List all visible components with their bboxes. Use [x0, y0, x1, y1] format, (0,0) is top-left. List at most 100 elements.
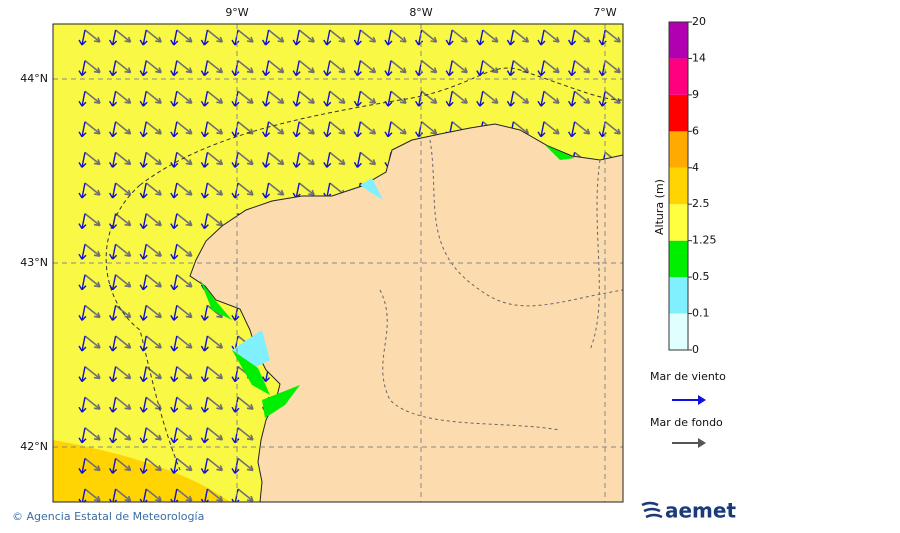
wind-arrow: [139, 397, 148, 413]
swell-arrow: [206, 90, 224, 104]
wind-arrow: [78, 244, 87, 260]
wind-arrow: [78, 121, 87, 138]
swell-arrow: [176, 274, 193, 288]
swell-arrow: [206, 335, 224, 349]
wind-arrow: [384, 60, 393, 77]
swell-arrow: [176, 212, 193, 227]
wind-arrow: [78, 60, 87, 77]
colorbar-frame: [668, 21, 689, 351]
swell-arrow: [206, 365, 224, 380]
swell-arrow: [451, 59, 468, 74]
swell-arrow: [237, 488, 254, 502]
lon-label: 9°W: [225, 6, 248, 19]
swell-arrow: [359, 151, 377, 166]
wind-arrow: [170, 427, 179, 444]
swell-arrow: [115, 304, 132, 319]
swell-arrow: [604, 90, 621, 104]
swell-arrow: [604, 59, 621, 74]
swell-arrow: [115, 335, 132, 349]
swell-arrow: [145, 212, 162, 227]
wind-arrow: [476, 29, 485, 46]
wind-arrow: [537, 91, 546, 107]
lat-label: 44°N: [20, 72, 48, 85]
swell-arrow: [145, 29, 162, 43]
colorbar-label: 4: [692, 161, 699, 174]
swell-arrow: [176, 59, 193, 74]
wind-arrow: [200, 366, 209, 383]
swell-arrow: [115, 29, 132, 43]
wind-arrow: [170, 91, 179, 107]
wind-arrow: [506, 91, 515, 107]
wind-arrow: [170, 244, 179, 260]
swell-arrow: [237, 427, 254, 441]
lat-label: 42°N: [20, 440, 48, 453]
swell-arrow: [543, 29, 560, 43]
wind-arrow: [78, 305, 87, 321]
swell-arrow: [176, 335, 193, 349]
swell-arrow: [176, 427, 193, 441]
wind-arrow: [139, 366, 148, 383]
wind-arrow: [139, 305, 148, 321]
wind-arrow: [170, 60, 179, 77]
swell-arrow: [115, 365, 132, 380]
swell-arrow: [145, 59, 162, 74]
wind-arrow: [384, 121, 393, 138]
wind-arrow: [323, 152, 332, 168]
wind-arrow: [200, 305, 209, 321]
axis-labels: 9°W 8°W 7°W 44°N 43°N 42°N: [20, 6, 617, 453]
credit: © Agencia Estatal de Meteorología: [12, 510, 204, 523]
swell-arrow: [237, 396, 254, 410]
swell-arrow: [84, 90, 101, 104]
wind-arrow: [108, 91, 118, 107]
swell-arrow: [390, 121, 407, 135]
swell-arrow: [206, 59, 224, 74]
swell-arrow: [329, 90, 346, 104]
wind-arrow: [384, 29, 393, 46]
swell-arrow: [84, 457, 101, 472]
swell-arrow: [84, 182, 101, 196]
swell-arrow: [421, 59, 438, 74]
swell-arrow: [145, 335, 162, 349]
swell-arrow: [145, 151, 162, 166]
swell-arrow: [84, 396, 101, 410]
swell-arrow: [451, 90, 468, 104]
wind-arrow: [139, 458, 148, 474]
wind-arrow: [353, 91, 362, 107]
wind-arrow: [292, 121, 301, 138]
swell-arrow: [84, 243, 101, 257]
swell-arrow: [421, 29, 438, 43]
swell-arrow: [574, 121, 591, 135]
colorbar-band: [669, 277, 688, 314]
wind-arrow: [353, 29, 362, 46]
swell-arrow: [390, 29, 407, 43]
wind-arrow: [200, 458, 209, 474]
wind-arrow: [108, 427, 118, 444]
swell-arrow: [115, 121, 132, 135]
wind-arrow: [323, 91, 332, 107]
wind-arrow: [108, 305, 118, 321]
legend-arrow-head: [698, 438, 706, 448]
colorbar-label: 14: [692, 51, 706, 64]
swell-arrow: [206, 212, 224, 227]
wind-arrow: [78, 152, 87, 168]
swell-arrow: [574, 29, 591, 43]
swell-arrow: [176, 182, 193, 196]
wind-arrow: [170, 335, 179, 352]
colorbar-band: [669, 204, 688, 241]
wind-arrow: [261, 152, 271, 168]
wind-arrow: [445, 29, 454, 46]
shallow-patch: [360, 178, 383, 200]
swell-arrow: [543, 59, 560, 74]
swell-arrow: [237, 182, 254, 196]
swell-arrow: [145, 488, 162, 502]
wind-arrow: [261, 60, 271, 77]
swell-arrow: [359, 121, 377, 135]
swell-arrow: [268, 59, 285, 74]
swell-arrow: [359, 29, 377, 43]
map: [53, 24, 623, 502]
swell-arrow: [145, 457, 162, 472]
swell-arrow: [268, 90, 285, 104]
wind-arrow: [78, 182, 87, 199]
wind-arrow: [506, 29, 515, 46]
wind-arrow: [139, 213, 148, 230]
